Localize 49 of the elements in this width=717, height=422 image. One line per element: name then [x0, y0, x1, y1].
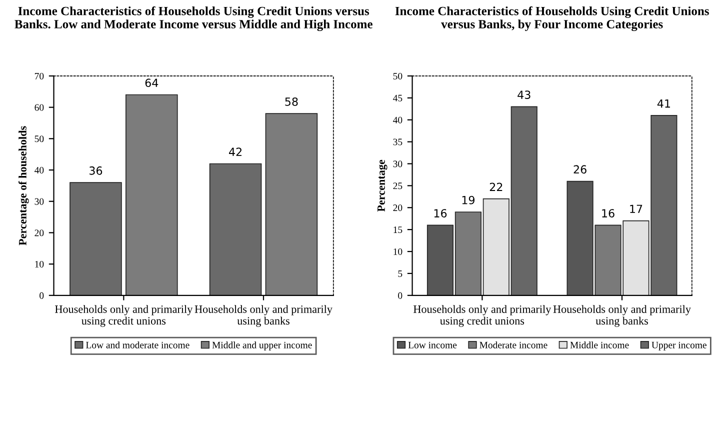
y-tick-label: 10: [394, 248, 402, 255]
data-label: 41: [657, 99, 670, 108]
legend-label: Middle and upper income: [212, 342, 312, 350]
y-tick-label: 35: [393, 138, 402, 146]
legend-label: Moderate income: [480, 342, 548, 348]
data-label: 17: [630, 204, 642, 213]
y-tick-label: 20: [393, 204, 402, 212]
y-tick-label: 45: [393, 94, 402, 102]
y-tick-label: 30: [34, 198, 44, 205]
data-label: 22: [490, 182, 502, 191]
y-tick-label: 0: [40, 292, 44, 299]
bar: [126, 94, 178, 296]
y-tick-label: 40: [34, 166, 44, 174]
data-label: 36: [89, 166, 102, 175]
y-tick-label: 5: [398, 270, 402, 277]
data-label: 19: [462, 196, 474, 204]
y-tick-label: 30: [393, 160, 402, 168]
x-tick-label: Households only and primarily using banks: [194, 305, 332, 327]
y-tick-label: 70: [34, 72, 44, 80]
y-tick-label: 20: [34, 230, 44, 236]
y-tick-label: 40: [393, 116, 402, 124]
legend-label: Upper income: [652, 342, 706, 350]
data-label: 16: [434, 209, 447, 218]
x-tick-label: Households only and primarily using credit unions: [55, 305, 193, 327]
data-label: 64: [145, 78, 158, 88]
data-label: 58: [285, 97, 298, 106]
data-label: 42: [229, 148, 242, 156]
data-label: 16: [602, 209, 614, 218]
legend-label: Middle income: [570, 342, 629, 348]
y-tick-label: 15: [394, 226, 402, 234]
y-tick-label: 60: [34, 104, 44, 111]
x-tick-label: Households only and primarily using credit unions: [414, 305, 552, 327]
y-axis-title: Percentage: [378, 160, 388, 212]
y-tick-label: 10: [35, 260, 44, 268]
y-tick-label: 25: [393, 182, 402, 190]
chart-title: Income Characteristics of Households Using Credit Unions versus Banks, by Four Income Categories: [395, 6, 709, 32]
legend-label: Low and moderate income: [86, 342, 190, 348]
y-tick-label: 0: [398, 292, 402, 299]
legend-label: Low income: [408, 342, 457, 348]
y-tick-label: 50: [393, 72, 402, 80]
bar: [265, 113, 318, 296]
bar: [209, 163, 262, 296]
chart-title: Income Characteristics of Households Using Credit Unions versus Banks. Low and Moderate Income versus Middle and High Income: [14, 6, 372, 32]
bar: [70, 182, 122, 296]
x-tick-label: Households only and primarily using banks: [553, 305, 691, 327]
data-label: 26: [574, 165, 586, 174]
y-tick-label: 50: [34, 136, 44, 142]
data-label: 43: [518, 90, 530, 99]
y-axis-title: Percentage of households: [18, 126, 29, 246]
